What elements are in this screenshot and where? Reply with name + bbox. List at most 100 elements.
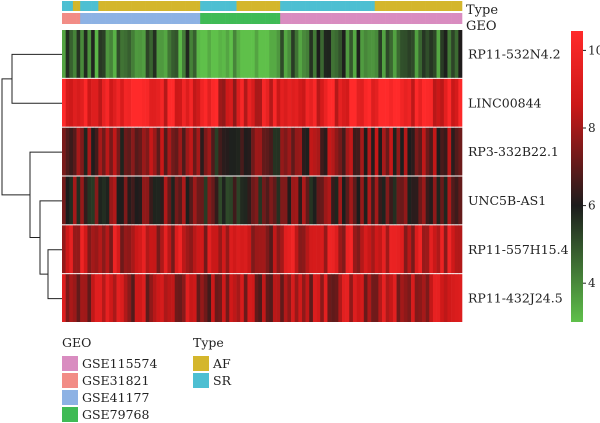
heatmap-cell [363,30,368,78]
heatmap-cell [396,274,401,322]
geo-annotation-cell [178,13,183,24]
heatmap-cell [91,127,96,176]
type-annotation-cell [178,1,183,11]
type-annotation-cell [422,1,426,11]
heatmap-cell [432,225,437,274]
heatmap-cell [254,127,259,176]
heatmap-cell [91,176,96,225]
heatmap-cell [352,30,357,78]
heatmap-cell [411,30,416,78]
heatmap-cell [287,176,292,225]
heatmap-cell [200,78,205,127]
heatmap-cell [349,176,354,225]
heatmap-cell [269,225,274,274]
heatmap-cell [309,176,314,225]
heatmap-cell [149,30,154,78]
heatmap-cell [411,176,416,225]
type-annotation-cell [374,1,379,11]
geo-annotation-cell [236,13,241,24]
geo-annotation-cell [131,13,136,24]
heatmap-cell [302,225,306,274]
heatmap-cell [171,78,176,127]
geo-annotation-cell [287,13,292,24]
heatmap-cell [316,176,321,225]
heatmap-cell [80,78,85,127]
heatmap-cell [163,176,168,225]
heatmap-cell [91,225,96,274]
heatmap-cell [200,176,205,225]
heatmap-cell [254,78,259,127]
heatmap-cell [203,127,208,176]
geo-annotation-cell [378,13,383,24]
heatmap-cell [360,78,365,127]
heatmap-cell [440,78,445,127]
type-annotation-cell [225,1,230,11]
heatmap-cell [163,78,168,127]
type-annotation-cell [145,1,150,11]
type-annotation-cell [436,1,441,11]
geo-annotation-cell [363,13,368,24]
geo-annotation-cell [411,13,416,24]
color-scale-tick-label: 4 [588,276,596,290]
heatmap-cell [458,176,463,225]
heatmap-cell [345,127,350,176]
heatmap-cell [222,225,226,274]
heatmap-cell [134,127,139,176]
geo-annotation-cell [454,13,459,24]
geo-annotation-cell [345,13,350,24]
type-annotation-cell [312,1,317,11]
heatmap-cell [385,225,390,274]
geo-annotation-cell [280,13,285,24]
type-annotation-cell [403,1,408,11]
heatmap-cell [167,78,172,127]
type-annotation-cell [149,1,154,11]
heatmap-cell [407,176,412,225]
row-dendrogram [1,53,62,300]
geo-annotation-cell [272,13,277,24]
heatmap-cell [76,225,81,274]
heatmap-cell [142,274,146,322]
type-annotation-cell [69,1,74,11]
heatmap-cell [236,176,241,225]
heatmap-cell [251,78,256,127]
heatmap-cell [291,274,296,322]
heatmap-cell [211,30,216,78]
heatmap-cell [65,274,70,322]
geo-annotation-cell [283,13,288,24]
heatmap-cell [258,127,263,176]
heatmap-cell [269,78,274,127]
geo-annotation-cell [436,13,441,24]
heatmap-cell [109,127,114,176]
heatmap-cell [102,274,106,322]
heatmap-cell [425,225,430,274]
type-annotation-cell [236,1,241,11]
geo-annotation-cell [312,13,317,24]
heatmap-cell [160,176,165,225]
heatmap-cell [142,225,146,274]
geo-annotation-cell [83,13,88,24]
heatmap-cell [160,127,165,176]
type-annotation-cell [407,1,412,11]
type-annotation-cell [102,1,106,11]
heatmap-cell [145,225,150,274]
heatmap-cell [105,30,110,78]
geo-annotation-cell [142,13,146,24]
geo-annotation-cell [192,13,197,24]
heatmap-cell [116,176,121,225]
heatmap-cell [105,274,110,322]
heatmap-cell [302,78,306,127]
heatmap-cell [69,127,74,176]
heatmap-cell [323,274,328,322]
heatmap-cell [156,274,161,322]
type-annotation-cell [352,1,357,11]
heatmap-cell [411,225,416,274]
heatmap-cell [356,78,361,127]
heatmap-cell [192,225,197,274]
heatmap-cell [127,30,132,78]
heatmap-cell [440,274,445,322]
type-annotation-cell [207,1,212,11]
geo-legend-title: GEO [62,335,92,350]
heatmap-cell [62,30,66,78]
heatmap-cell [138,30,143,78]
heatmap-cell [396,225,401,274]
